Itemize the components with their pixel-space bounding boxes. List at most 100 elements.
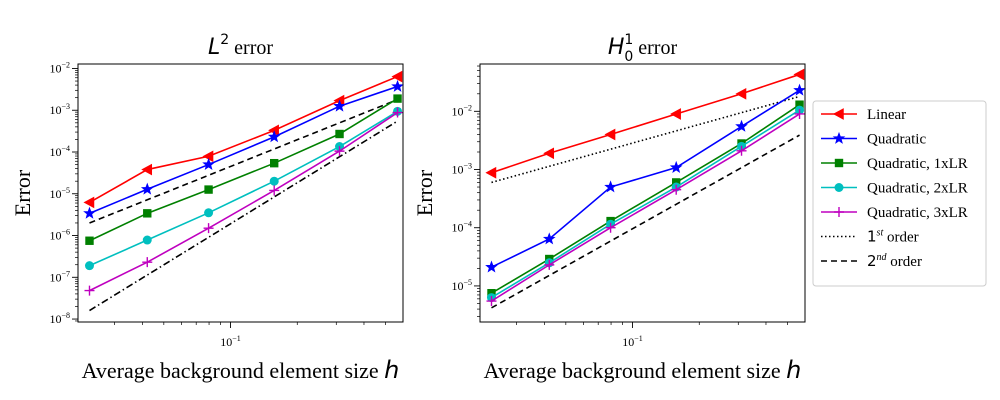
data-point: [671, 178, 681, 187]
legend-marker: [834, 183, 844, 192]
legend-label: 1st order: [867, 228, 919, 246]
data-point: [736, 145, 747, 156]
x-tick-label: 10−1: [220, 334, 241, 349]
legend-entry: Quadratic, 1xLR: [821, 156, 968, 172]
series-linear: [485, 68, 805, 179]
data-point: [204, 208, 214, 218]
legend-entry: 1st order: [821, 228, 919, 246]
axes-frame: [77, 63, 404, 323]
chart-title: L2 error: [208, 32, 273, 60]
legend-entry: Quadratic: [821, 132, 926, 148]
data-point: [267, 130, 281, 143]
series-line: [89, 110, 398, 267]
h1-error-plot: 10−5 10−4 10−3 10−2 10−1 H1 0 error Average bac…: [412, 32, 806, 384]
y-tick-label: 10−3: [451, 162, 472, 177]
legend-marker: [832, 131, 846, 144]
data-point: [391, 70, 403, 83]
series-quadratic-3xlr: [486, 108, 805, 307]
y-tick-label: 10−5: [451, 278, 472, 293]
series-line: [491, 113, 800, 302]
legend-entry: Linear: [821, 107, 906, 123]
data-point: [335, 129, 344, 139]
data-point: [84, 261, 94, 271]
data-point: [735, 119, 748, 132]
data-point: [84, 285, 95, 296]
data-point: [143, 209, 152, 218]
x-tick-label: 10−1: [622, 334, 643, 349]
data-point: [485, 166, 497, 179]
data-point: [793, 83, 806, 96]
legend-label: Quadratic: [867, 132, 926, 148]
reference-line-2nd-order: [491, 134, 800, 309]
legend-label: Quadratic, 3xLR: [867, 205, 968, 221]
series-quadratic-1xlr: [85, 94, 402, 245]
data-point: [203, 223, 214, 234]
data-point: [486, 296, 497, 307]
data-point: [794, 108, 805, 119]
series-line: [491, 73, 800, 174]
data-point: [269, 185, 280, 196]
data-point: [485, 260, 498, 273]
legend-marker: [834, 207, 844, 217]
data-point: [604, 180, 617, 193]
y-tick-label: 10−2: [49, 60, 70, 75]
legend-frame: [812, 100, 987, 287]
legend-marker: [834, 158, 844, 168]
y-tick-label: 10−4: [49, 144, 70, 159]
data-point: [204, 185, 213, 194]
series-line: [89, 97, 398, 242]
data-point: [333, 99, 346, 112]
data-point: [269, 158, 279, 168]
legend-entry: Quadratic, 3xLR: [821, 205, 968, 221]
data-point: [542, 232, 556, 245]
data-point: [83, 206, 96, 219]
data-point: [269, 176, 279, 186]
legend-entry: 2nd order: [821, 252, 922, 270]
data-point: [141, 163, 153, 176]
legend-label: 2nd order: [867, 252, 922, 270]
series-line: [491, 104, 800, 294]
data-point: [793, 68, 805, 81]
data-point: [393, 94, 402, 103]
y-tick-label: 10−2: [451, 103, 472, 118]
x-axis-label: Average background element size h: [484, 356, 802, 384]
reference-line-2nd-order: [89, 98, 398, 224]
series-line: [89, 75, 398, 204]
y-tick-label: 10−5: [49, 186, 70, 201]
data-point: [543, 147, 555, 160]
data-point: [604, 128, 616, 141]
l2-error-plot: 10−8 10−7 10−6 10−5 10−4 10−3 10−2 10−1 L2 error…: [10, 32, 404, 384]
data-point: [140, 182, 154, 195]
legend-marker: [832, 108, 844, 120]
reference-line-3rd-order: [89, 120, 398, 312]
data-point: [544, 259, 555, 270]
series-quadratic: [485, 83, 806, 273]
series-line: [491, 109, 800, 299]
y-tick-label: 10−6: [49, 228, 70, 243]
data-point: [334, 146, 345, 157]
y-tick-label: 10−7: [49, 269, 70, 284]
x-axis-label: Average background element size h: [82, 356, 400, 384]
legend-label: Quadratic, 2xLR: [867, 181, 968, 197]
data-point: [142, 235, 152, 245]
data-point: [605, 222, 616, 233]
data-point: [670, 108, 681, 120]
legend-label: Quadratic, 1xLR: [867, 156, 968, 172]
y-axis-label: Error: [412, 169, 437, 216]
data-point: [83, 196, 95, 209]
data-point: [202, 157, 215, 170]
series-line: [89, 111, 398, 292]
y-tick-label: 10−3: [49, 102, 70, 117]
data-point: [795, 100, 804, 109]
series-quadratic: [83, 79, 404, 219]
y-tick-label: 10−8: [49, 311, 70, 326]
data-point: [735, 87, 747, 100]
data-point: [671, 184, 682, 195]
data-point: [392, 107, 403, 118]
legend: Linear Quadratic Quadratic, 1xLR Quadratic,…: [812, 100, 987, 287]
legend-label: Linear: [867, 107, 906, 123]
data-point: [391, 79, 404, 92]
data-point: [85, 236, 94, 245]
series-line: [89, 85, 398, 215]
